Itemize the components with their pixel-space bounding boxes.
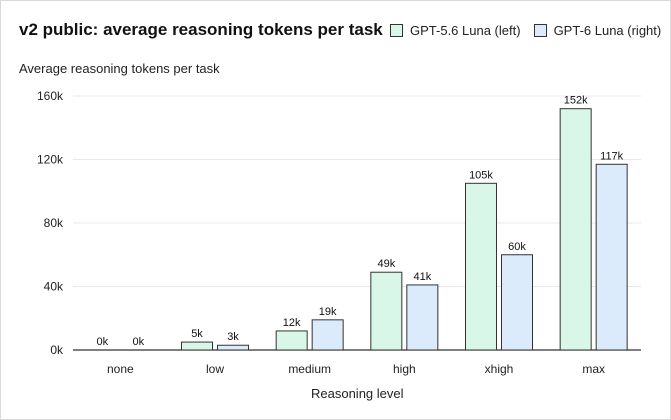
x-tick-label: low bbox=[206, 362, 224, 376]
bar-value-label: 12k bbox=[283, 317, 301, 329]
bar-gpt-5-6-luna bbox=[465, 182, 497, 351]
bar-gpt-6-luna bbox=[501, 254, 533, 351]
bar-value-label: 0k bbox=[97, 336, 109, 348]
bar-gpt-6-luna bbox=[311, 319, 344, 351]
bar-gpt-6-luna bbox=[217, 344, 249, 351]
bar-value-label: 0k bbox=[133, 336, 145, 348]
bar-value-label: 117k bbox=[600, 150, 624, 162]
bar-gpt-5-6-luna bbox=[559, 108, 592, 351]
bar-gpt-6-luna bbox=[406, 284, 439, 351]
bar-value-label: 19k bbox=[319, 306, 337, 318]
bar-gpt-5-6-luna bbox=[370, 271, 403, 351]
legend-item-gpt-6-luna: GPT-6 Luna (right) bbox=[533, 22, 662, 38]
x-tick-label: none bbox=[107, 362, 134, 376]
legend-swatch-gpt-5-6-luna bbox=[390, 23, 403, 37]
y-tick-label: 0k bbox=[50, 343, 64, 357]
legend-label-gpt-6-luna: GPT-6 Luna (right) bbox=[553, 22, 662, 38]
bar-value-label: 60k bbox=[508, 241, 526, 253]
chart-title: v2 public: average reasoning tokens per … bbox=[19, 20, 383, 39]
bar-value-label: 5k bbox=[191, 328, 203, 340]
bar-value-label: 49k bbox=[377, 258, 395, 270]
x-tick-label: xhigh bbox=[485, 362, 514, 376]
bar-gpt-5-6-luna bbox=[181, 341, 213, 351]
bar-value-label: 152k bbox=[564, 95, 588, 107]
y-tick-label: 80k bbox=[44, 216, 64, 230]
bar-value-label: 105k bbox=[469, 169, 493, 181]
y-tick-label: 120k bbox=[37, 153, 64, 167]
y-tick-label: 160k bbox=[37, 89, 64, 103]
legend-label-gpt-5-6-luna: GPT-5.6 Luna (left) bbox=[410, 22, 521, 38]
x-tick-label: medium bbox=[288, 362, 331, 376]
y-axis-title: Average reasoning tokens per task bbox=[19, 61, 220, 76]
chart-legend: GPT-5.6 Luna (left) GPT-6 Luna (right) bbox=[390, 20, 661, 40]
x-tick-label: max bbox=[582, 362, 605, 376]
x-tick-label: high bbox=[393, 362, 416, 376]
bar-gpt-6-luna bbox=[595, 163, 628, 351]
bar-gpt-5-6-luna bbox=[275, 330, 308, 351]
bar-value-label: 3k bbox=[227, 331, 239, 343]
x-axis-title: Reasoning level bbox=[311, 386, 404, 401]
y-tick-label: 40k bbox=[44, 280, 64, 294]
bar-value-label: 41k bbox=[413, 271, 431, 283]
legend-swatch-gpt-6-luna bbox=[533, 23, 547, 37]
legend-item-gpt-5-6-luna: GPT-5.6 Luna (left) bbox=[390, 23, 521, 38]
